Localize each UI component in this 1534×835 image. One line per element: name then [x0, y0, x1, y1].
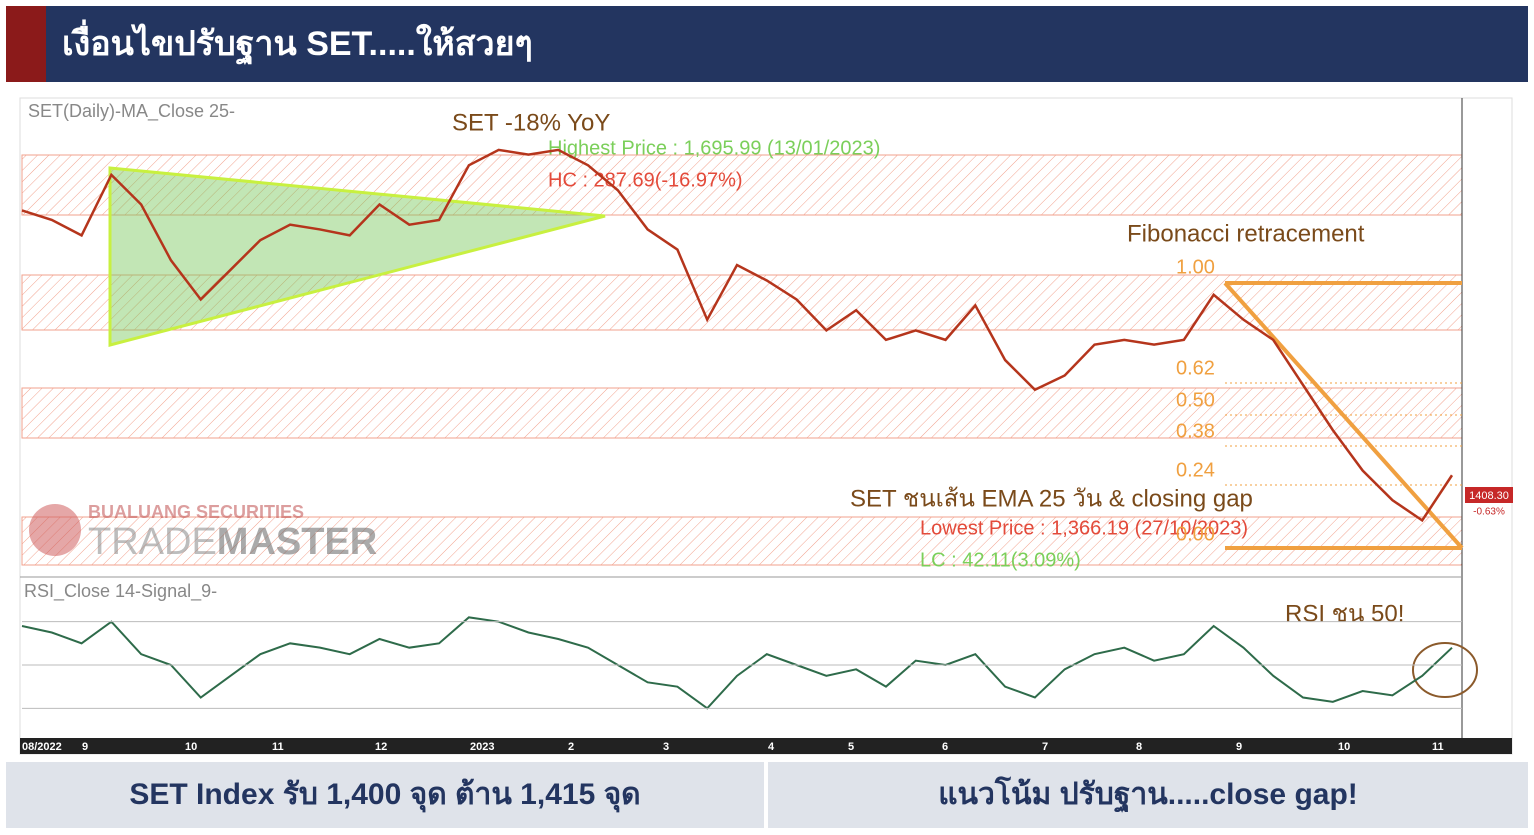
annotation: RSI ชน 50!	[1285, 600, 1404, 627]
x-tick-label: 08/2022	[22, 741, 62, 753]
annotation: Lowest Price : 1,366.19 (27/10/2023)	[920, 517, 1248, 539]
fib-label: 0.24	[1176, 459, 1215, 481]
watermark-brand: TRADEMASTER	[88, 521, 377, 563]
footer-box	[768, 762, 1528, 828]
x-tick-label: 9	[1236, 741, 1242, 753]
zone	[21, 154, 1463, 216]
change-label: -0.63%	[1473, 507, 1505, 518]
x-tick-label: 10	[1338, 741, 1350, 753]
footer-text: แนวโน้ม ปรับฐาน.....close gap!	[938, 775, 1358, 814]
x-tick-label: 2023	[470, 741, 494, 753]
price-tag	[1465, 487, 1513, 503]
x-tick-label: 12	[375, 741, 387, 753]
annotation: HC : 287.69(-16.97%)	[548, 169, 743, 191]
fib-label: 1.00	[1176, 256, 1215, 278]
logo	[29, 504, 81, 556]
fib-trend	[1223, 281, 1464, 550]
fib-label: 0.38	[1176, 420, 1215, 442]
x-tick-label: 2	[568, 741, 574, 753]
fib-label: 0.00	[1176, 523, 1215, 545]
panel-label: RSI_Close 14-Signal_9-	[24, 581, 217, 602]
annotation: SET -18% YoY	[452, 109, 610, 136]
title: เงื่อนไขปรับฐาน SET.....ให้สวยๆ	[62, 19, 533, 66]
watermark-company: BUALUANG SECURITIES	[88, 502, 304, 522]
x-tick-label: 11	[272, 741, 284, 753]
highlight-circle	[1412, 642, 1478, 698]
annotation: Highest Price : 1,695.99 (13/01/2023)	[548, 137, 880, 159]
series-line	[21, 148, 1454, 523]
series-line	[21, 616, 1453, 710]
zone	[21, 516, 1463, 566]
x-tick-label: 8	[1136, 741, 1142, 753]
footer-text: SET Index รับ 1,400 จุด ต้าน 1,415 จุด	[129, 778, 640, 813]
x-tick-label: 6	[942, 741, 948, 753]
annotation: Fibonacci retracement	[1127, 220, 1365, 247]
annotation: SET ชนเส้น EMA 25 วัน & closing gap	[850, 485, 1253, 512]
x-tick-label: 3	[663, 741, 669, 753]
watermark: BUALUANG SECURITIES TRADEMASTER	[29, 502, 377, 563]
panel-label: SET(Daily)-MA_Close 25-	[28, 101, 235, 122]
x-tick-label: 9	[82, 741, 88, 753]
fibonacci	[1223, 281, 1464, 550]
header-bar	[6, 6, 1528, 82]
x-axis-bar	[20, 738, 1512, 754]
x-tick-label: 11	[1432, 741, 1444, 753]
annotation: LC : 42.11(3.09%)	[920, 549, 1081, 571]
brand-a: TRADE	[88, 521, 217, 563]
zone	[21, 387, 1463, 439]
fib-label: 0.62	[1176, 357, 1215, 379]
x-tick-label: 4	[768, 741, 775, 753]
price-tag-label: 1408.30	[1469, 490, 1509, 502]
zones	[21, 154, 1463, 566]
x-tick-label: 10	[185, 741, 197, 753]
x-tick-label: 7	[1042, 741, 1048, 753]
brand-b: MASTER	[217, 521, 377, 563]
header-accent	[6, 6, 46, 82]
triangle	[108, 166, 606, 347]
footer-box	[6, 762, 764, 828]
fib-label: 0.50	[1176, 389, 1215, 411]
x-tick-label: 5	[848, 741, 854, 753]
